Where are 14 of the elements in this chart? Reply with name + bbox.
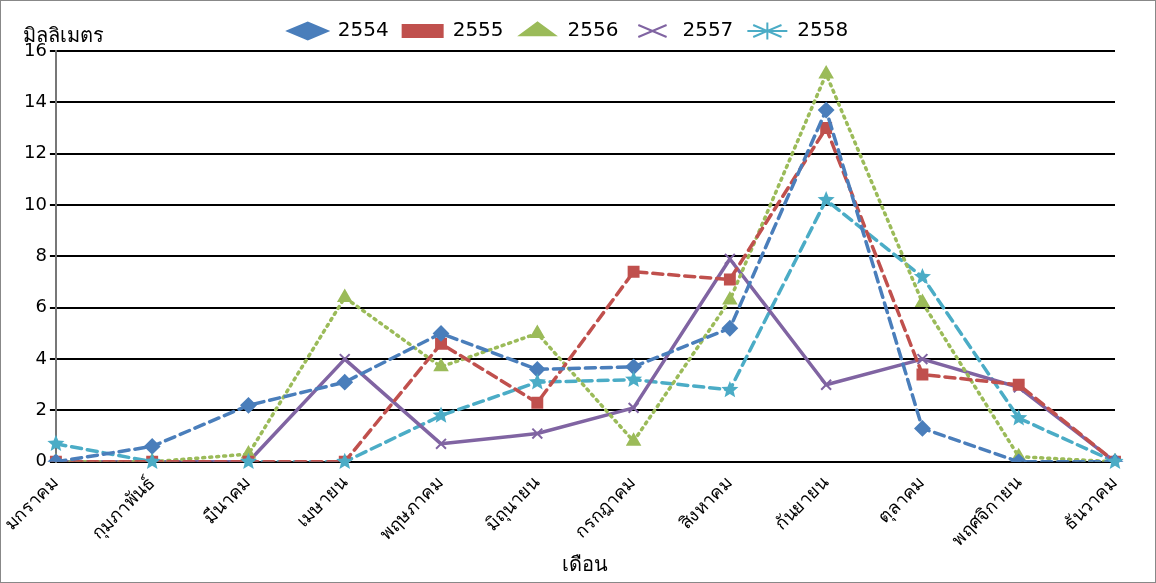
y-tick-label: 12 [24, 141, 47, 163]
legend-label: 2558 [797, 17, 849, 42]
legend-label: 2557 [682, 17, 734, 42]
y-tick-label: 0 [35, 449, 47, 471]
x-axis-title: เดือน [562, 552, 609, 577]
legend-label: 2554 [337, 17, 389, 42]
y-tick-label: 4 [35, 346, 47, 368]
y-tick-label: 10 [24, 192, 47, 214]
legend-label: 2555 [452, 17, 504, 42]
y-tick-label: 2 [35, 398, 47, 420]
y-tick-label: 6 [35, 295, 47, 317]
legend-label: 2556 [567, 17, 619, 42]
y-tick-label: 8 [35, 244, 47, 266]
y-tick-label: 14 [24, 90, 47, 112]
